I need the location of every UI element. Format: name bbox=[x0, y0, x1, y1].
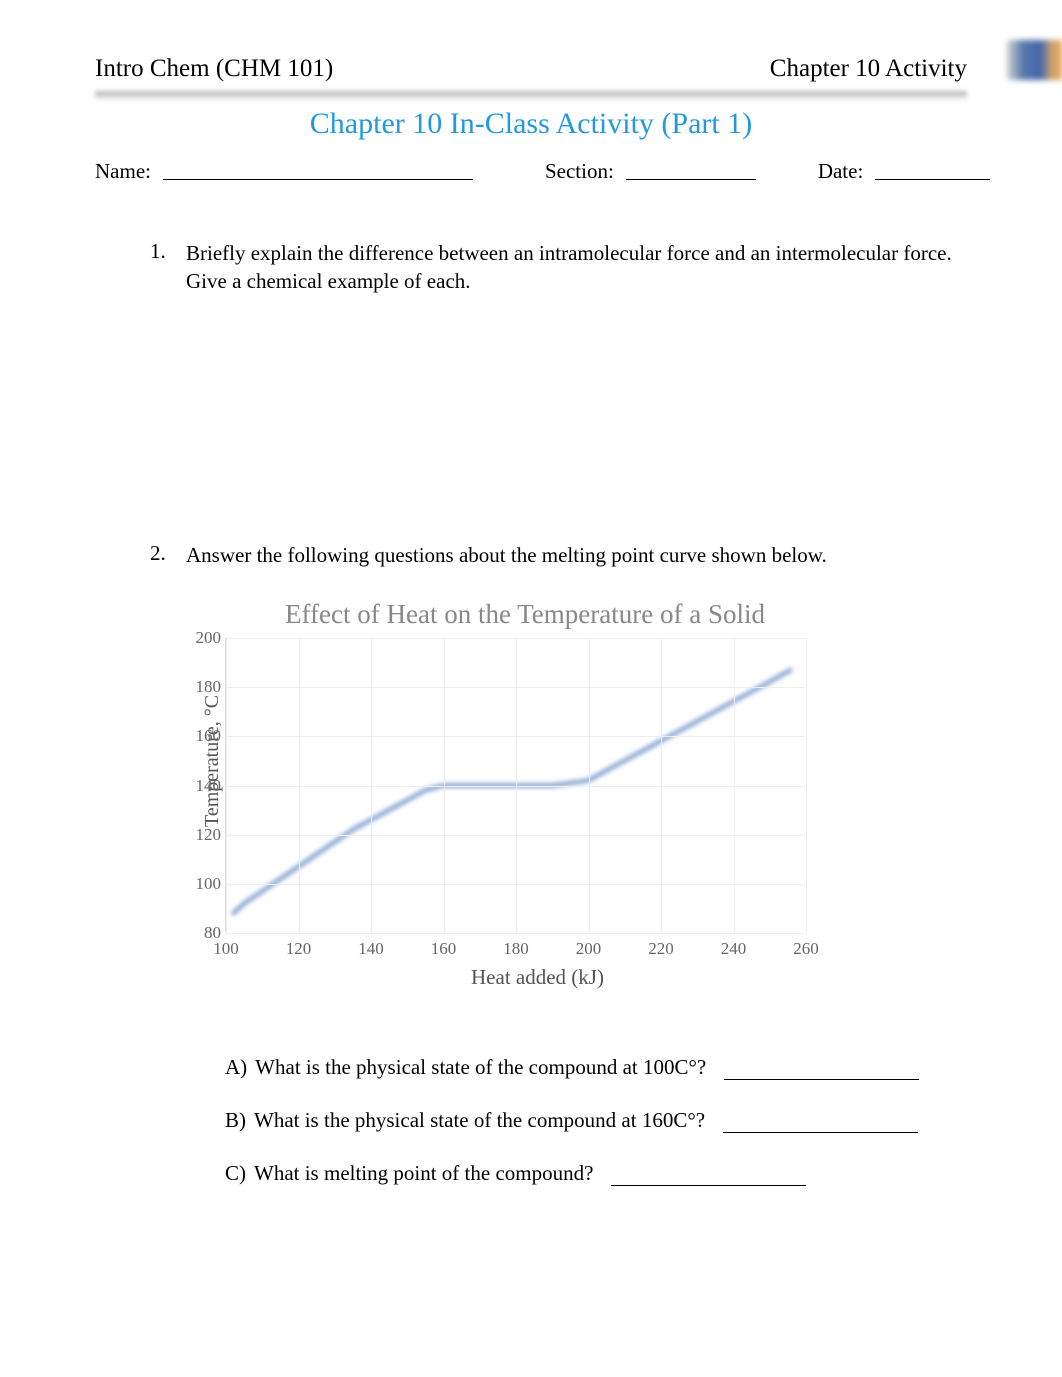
data-line bbox=[233, 670, 790, 913]
question-2-text: Answer the following questions about the… bbox=[186, 541, 827, 569]
name-input-line[interactable] bbox=[163, 159, 473, 180]
sub-q-a-letter: A) bbox=[225, 1055, 247, 1080]
y-axis-label: Temperature, °C bbox=[201, 802, 224, 827]
page-title: Chapter 10 In-Class Activity (Part 1) bbox=[95, 107, 967, 141]
x-tick-label: 180 bbox=[503, 939, 529, 959]
plot-grid: 8010012014016018020010012014016018020022… bbox=[225, 638, 805, 933]
y-tick-label: 100 bbox=[186, 874, 221, 894]
grid-line-vertical bbox=[806, 638, 807, 933]
x-tick-label: 100 bbox=[213, 939, 239, 959]
sub-q-a-text: What is the physical state of the compou… bbox=[255, 1055, 706, 1080]
section-input-line[interactable] bbox=[626, 159, 756, 180]
header-divider bbox=[95, 91, 967, 101]
question-1-text: Briefly explain the difference between a… bbox=[186, 239, 967, 296]
header-row: Intro Chem (CHM 101) Chapter 10 Activity bbox=[95, 55, 967, 83]
y-tick-label: 160 bbox=[186, 726, 221, 746]
activity-label: Chapter 10 Activity bbox=[770, 55, 967, 83]
x-tick-label: 240 bbox=[721, 939, 747, 959]
question-2-number: 2. bbox=[150, 541, 170, 569]
badge-image bbox=[1007, 40, 1062, 80]
form-row: Name: Section: Date: bbox=[95, 159, 967, 184]
sub-q-b-text: What is the physical state of the compou… bbox=[254, 1108, 705, 1133]
date-input-line[interactable] bbox=[875, 159, 990, 180]
sub-question-a: A) What is the physical state of the com… bbox=[225, 1055, 967, 1080]
x-tick-label: 260 bbox=[793, 939, 819, 959]
sub-q-c-text: What is melting point of the compound? bbox=[254, 1161, 593, 1186]
sub-q-c-answer-line[interactable] bbox=[611, 1167, 806, 1186]
sub-question-c: C) What is melting point of the compound… bbox=[225, 1161, 967, 1186]
y-tick-label: 200 bbox=[186, 628, 221, 648]
sub-questions: A) What is the physical state of the com… bbox=[225, 1055, 967, 1186]
y-tick-label: 180 bbox=[186, 677, 221, 697]
chart-title: Effect of Heat on the Temperature of a S… bbox=[200, 599, 850, 630]
y-tick-label: 140 bbox=[186, 776, 221, 796]
corner-badge bbox=[1007, 40, 1062, 85]
chart-container: Effect of Heat on the Temperature of a S… bbox=[200, 599, 850, 990]
grid-line-vertical bbox=[371, 638, 372, 933]
grid-line-vertical bbox=[516, 638, 517, 933]
course-title: Intro Chem (CHM 101) bbox=[95, 55, 333, 83]
sub-question-b: B) What is the physical state of the com… bbox=[225, 1108, 967, 1133]
sub-q-b-letter: B) bbox=[225, 1108, 246, 1133]
x-tick-label: 160 bbox=[431, 939, 457, 959]
x-tick-label: 140 bbox=[358, 939, 384, 959]
grid-line-vertical bbox=[589, 638, 590, 933]
question-1-number: 1. bbox=[150, 239, 170, 296]
worksheet-page: Intro Chem (CHM 101) Chapter 10 Activity… bbox=[0, 0, 1062, 1377]
question-2: 2. Answer the following questions about … bbox=[150, 541, 967, 569]
grid-line-vertical bbox=[226, 638, 227, 933]
grid-line-horizontal bbox=[226, 933, 805, 934]
sub-q-c-letter: C) bbox=[225, 1161, 246, 1186]
grid-line-vertical bbox=[734, 638, 735, 933]
x-tick-label: 220 bbox=[648, 939, 674, 959]
question-list: 1. Briefly explain the difference betwee… bbox=[95, 239, 967, 569]
grid-line-vertical bbox=[661, 638, 662, 933]
grid-line-vertical bbox=[299, 638, 300, 933]
sub-q-a-answer-line[interactable] bbox=[724, 1061, 919, 1080]
plot-area: 8010012014016018020010012014016018020022… bbox=[225, 638, 850, 990]
x-tick-label: 200 bbox=[576, 939, 602, 959]
sub-q-b-answer-line[interactable] bbox=[723, 1114, 918, 1133]
grid-line-vertical bbox=[444, 638, 445, 933]
y-tick-label: 120 bbox=[186, 825, 221, 845]
name-label: Name: bbox=[95, 159, 151, 184]
date-label: Date: bbox=[818, 159, 863, 184]
section-label: Section: bbox=[545, 159, 614, 184]
chart-body: Temperature, °C 801001201401601802001001… bbox=[200, 638, 850, 990]
x-axis-label: Heat added (kJ) bbox=[225, 965, 850, 990]
question-1: 1. Briefly explain the difference betwee… bbox=[150, 239, 967, 296]
x-tick-label: 120 bbox=[286, 939, 312, 959]
